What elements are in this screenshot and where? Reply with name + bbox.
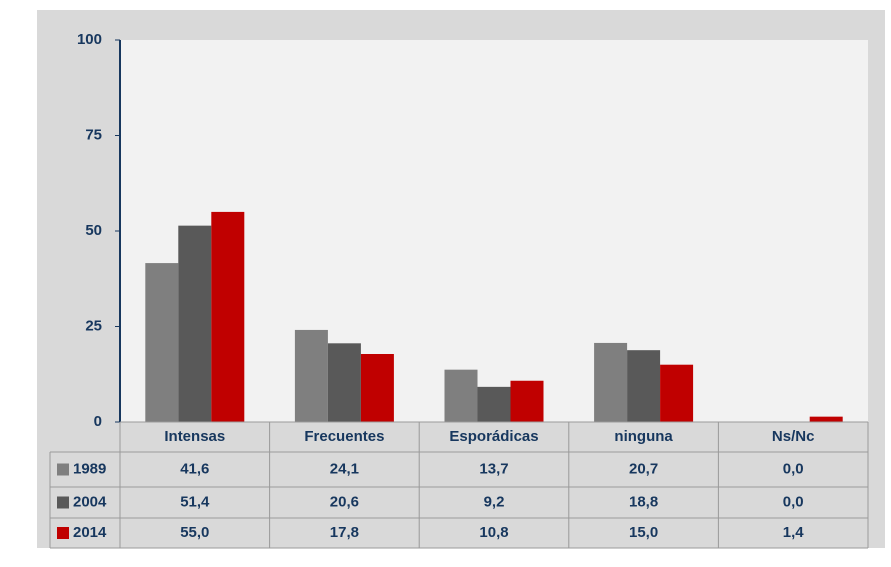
bar	[594, 342, 628, 422]
bar	[627, 350, 661, 422]
y-tick-label: 25	[85, 317, 102, 334]
table-value: 20,6	[330, 493, 359, 510]
table-value: 1,4	[783, 524, 805, 541]
table-value: 41,6	[180, 460, 209, 477]
bar	[327, 343, 361, 422]
table-value: 13,7	[479, 460, 508, 477]
table-value: 20,7	[629, 460, 658, 477]
bar	[360, 354, 394, 422]
x-tick-label: Frecuentes	[304, 428, 384, 445]
bar	[211, 211, 245, 422]
table-value: 9,2	[484, 493, 505, 510]
bar	[477, 386, 511, 422]
bar	[660, 364, 694, 422]
legend-label: 1989	[73, 460, 106, 477]
table-value: 55,0	[180, 524, 209, 541]
table-value: 17,8	[330, 524, 359, 541]
table-value: 0,0	[783, 460, 804, 477]
table-value: 10,8	[479, 524, 508, 541]
x-tick-label: Ns/Nc	[772, 428, 815, 445]
legend-label: 2004	[73, 493, 107, 510]
x-tick-label: Esporádicas	[449, 428, 538, 445]
bar	[178, 225, 212, 422]
table-value: 24,1	[330, 460, 359, 477]
legend-label: 2014	[73, 524, 107, 541]
plot-area	[120, 40, 868, 422]
bar	[294, 329, 328, 422]
table-value: 0,0	[783, 493, 804, 510]
table-value: 51,4	[180, 493, 210, 510]
bar	[145, 263, 179, 422]
y-tick-label: 100	[77, 31, 102, 48]
y-tick-label: 0	[94, 413, 102, 430]
bar	[809, 416, 843, 422]
x-tick-label: ninguna	[614, 428, 673, 445]
x-tick-label: Intensas	[164, 428, 225, 445]
bar	[510, 380, 544, 422]
y-tick-label: 50	[85, 222, 102, 239]
legend-swatch	[57, 463, 69, 476]
legend-swatch	[57, 527, 69, 539]
y-tick-label: 75	[85, 126, 102, 143]
table-value: 15,0	[629, 524, 658, 541]
bar	[444, 369, 478, 422]
legend-swatch	[57, 496, 69, 509]
table-value: 18,8	[629, 493, 658, 510]
